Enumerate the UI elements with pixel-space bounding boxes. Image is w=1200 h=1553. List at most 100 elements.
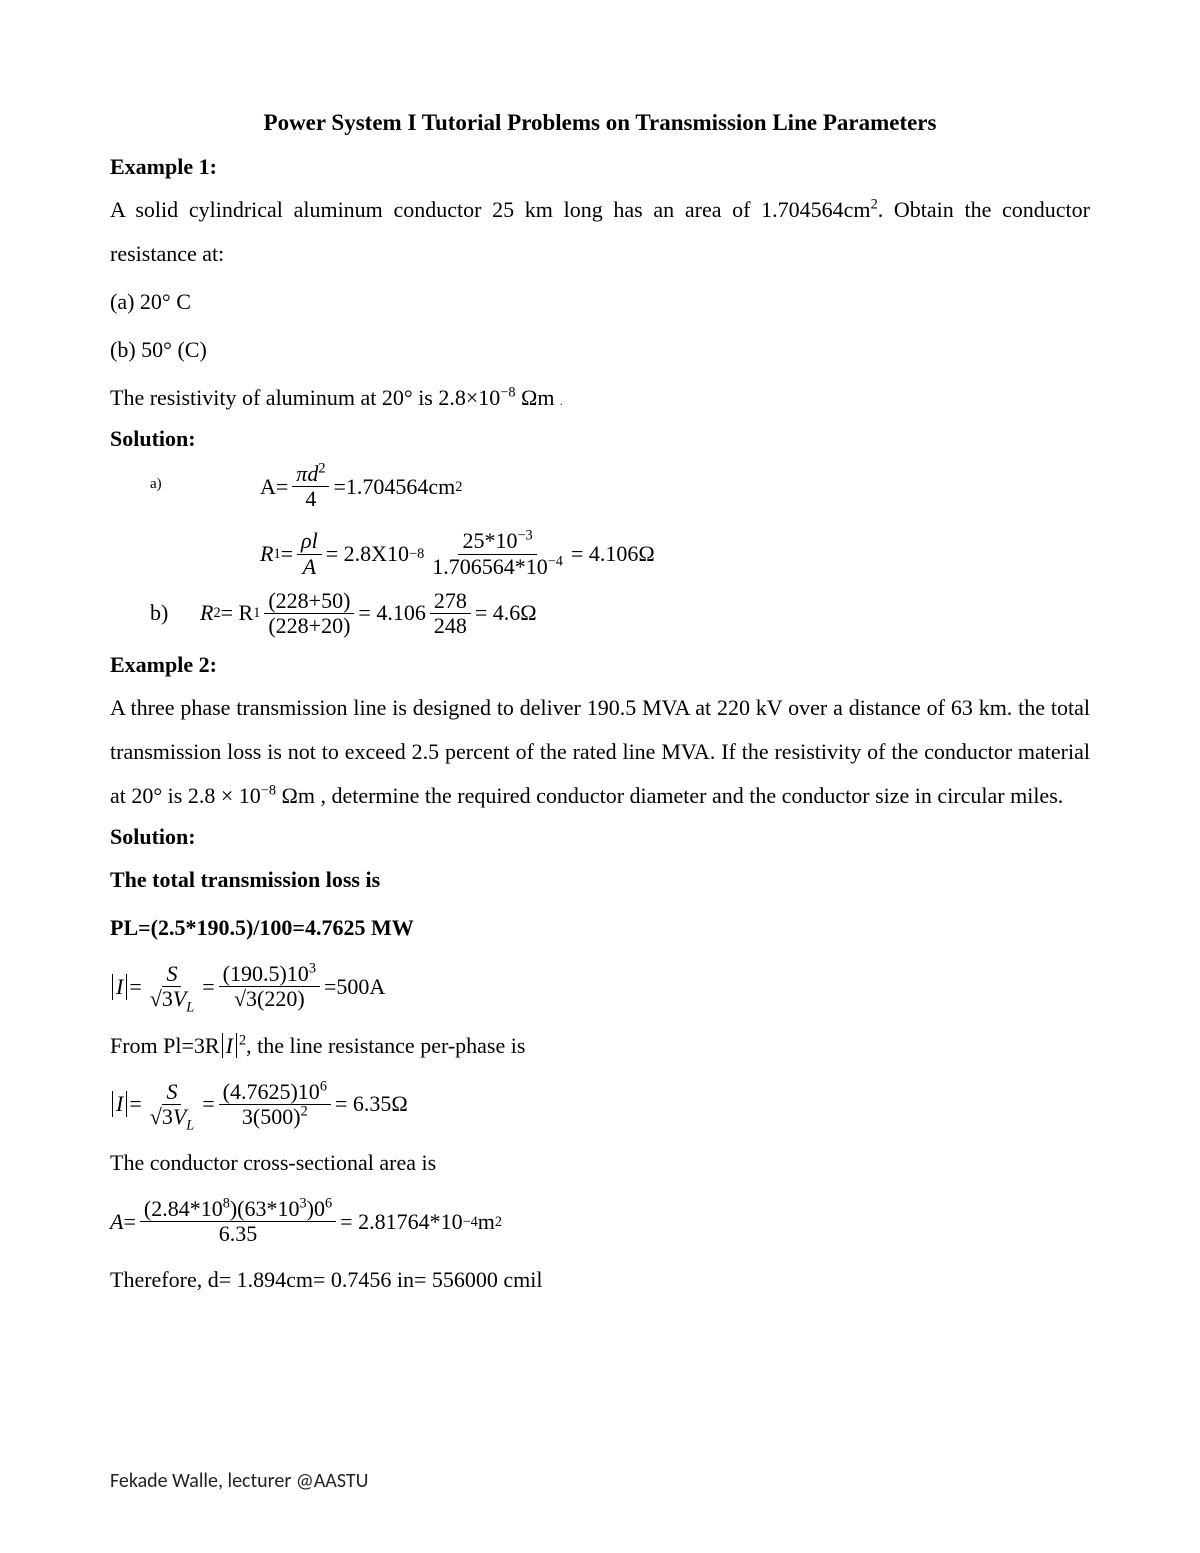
example-1-heading: Example 1: xyxy=(110,154,1090,180)
ex1-res-pre: The resistivity of aluminum at 20° is 2.… xyxy=(110,385,500,410)
ex2-R-f2-num-sup: 6 xyxy=(320,1078,327,1094)
ex2-A-num-a: (2.84*10 xyxy=(144,1196,223,1221)
ex1-eq-a-rhs: =1.704564cm xyxy=(333,474,455,500)
ex2-eq-current: I = S √3VL = (190.5)103 √3(220) =500A xyxy=(110,962,1090,1011)
ex2-I-eq: = xyxy=(129,974,141,1000)
ex1-r1-eq: = xyxy=(281,541,293,567)
ex2-R-f1-den-sub: L xyxy=(186,1117,194,1133)
ex1-r1-f2-den-sup: −4 xyxy=(548,553,563,569)
ex1-r1-f1-den: A xyxy=(299,555,320,579)
ex2-R-f2-den: 3(500) xyxy=(242,1104,301,1129)
page-footer: Fekade Walle, lecturer @AASTU xyxy=(110,1469,369,1493)
ex1-r1-f2-den: 1.706564*10 xyxy=(432,554,548,579)
ex2-R-f1-num: S xyxy=(162,1080,181,1105)
ex2-solution-heading: Solution: xyxy=(110,824,1090,850)
ex2-R-result: = 6.35Ω xyxy=(335,1091,408,1117)
ex2-R-eq: = xyxy=(129,1091,141,1117)
ex2-cross-section: The conductor cross-sectional area is xyxy=(110,1141,1090,1185)
ex2-loss-heading: The total transmission loss is xyxy=(110,858,1090,902)
ex2-A-eq: = xyxy=(123,1209,135,1235)
ex1-r1-frac2: 25*10−3 1.706564*10−4 xyxy=(428,529,567,578)
ex1-eq-b-label: b) xyxy=(150,600,200,626)
ex1-eq-a-label: a) xyxy=(150,462,200,493)
ex2-R-abs: I xyxy=(112,1091,127,1117)
ex2-R-f1-den-var: V xyxy=(173,1104,186,1129)
ex2-A-unit: m xyxy=(478,1209,495,1235)
ex2-R-mid: = xyxy=(202,1091,214,1117)
ex2-I-result: =500A xyxy=(324,974,385,1000)
ex2-p1-exp: −8 xyxy=(261,783,276,799)
ex2-I-mid: = xyxy=(202,974,214,1000)
ex2-eq-resistance: I = S √3VL = (4.7625)106 3(500)2 = 6.35Ω xyxy=(110,1080,1090,1129)
ex2-A-num-b: )(63*10 xyxy=(230,1196,300,1221)
ex1-option-a: (a) 20° C xyxy=(110,280,1090,324)
ex1-para-1: A solid cylindrical aluminum conductor 2… xyxy=(110,188,1090,276)
ex1-r1-f1-num: ρl xyxy=(297,529,322,554)
ex1-eq-a-num: πd xyxy=(296,461,318,486)
ex1-eq-area: a) A= πd2 4 =1.704564cm 2 xyxy=(150,462,1090,511)
doc-title: Power System I Tutorial Problems on Tran… xyxy=(110,110,1090,136)
ex2-R-f1-den-pre: √3 xyxy=(150,1104,173,1129)
ex1-r2-frac2: 278 248 xyxy=(430,589,471,638)
ex2-A-frac1: (2.84*108)(63*103)06 6.35 xyxy=(140,1197,336,1246)
ex1-r2-mid: = 4.106 xyxy=(358,600,425,626)
ex2-A-mid: = 2.81764*10 xyxy=(340,1209,462,1235)
ex1-r2-frac1: (228+50) (228+20) xyxy=(264,589,354,638)
ex1-r2-eq: = R xyxy=(221,600,254,626)
ex1-r1-f2-num: 25*10 xyxy=(462,528,517,553)
ex2-A-num-a-sup: 8 xyxy=(223,1196,230,1212)
ex2-I-f2-num-sup: 3 xyxy=(309,961,316,977)
page: Power System I Tutorial Problems on Tran… xyxy=(0,0,1200,1553)
ex2-I-f1-den-var: V xyxy=(173,986,186,1011)
ex2-I-f1-den-sub: L xyxy=(186,1000,194,1016)
ex2-I-frac2: (190.5)103 √3(220) xyxy=(219,962,320,1011)
ex1-r2-result: = 4.6Ω xyxy=(475,600,537,626)
ex1-equations: a) A= πd2 4 =1.704564cm 2 R1 = ρl A = 2.8… xyxy=(150,462,1090,638)
ex1-eq-a-den: 4 xyxy=(301,487,320,511)
ex2-I-f1-den-pre: √3 xyxy=(150,986,173,1011)
ex1-p1-text: A solid cylindrical aluminum conductor 2… xyxy=(110,197,871,222)
ex2-A-num-c-sup: 6 xyxy=(325,1196,332,1212)
ex1-eq-a-lhs: A= xyxy=(260,474,288,500)
ex2-frompl-pre: From Pl=3R xyxy=(110,1033,220,1058)
ex1-r1-result: = 4.106Ω xyxy=(571,541,655,567)
ex2-R-f2-den-sup: 2 xyxy=(301,1103,308,1119)
ex1-res-post: Ωm xyxy=(516,385,555,410)
ex2-I-f2-den: √3(220) xyxy=(230,987,309,1011)
ex2-p1b: Ωm , determine the required conductor di… xyxy=(276,783,1063,808)
ex2-R-frac2: (4.7625)106 3(500)2 xyxy=(219,1080,331,1129)
ex2-A-num-b-sup: 3 xyxy=(300,1196,307,1212)
ex1-eq-a-num-sup: 2 xyxy=(318,461,325,477)
ex1-eq-r1: R1 = ρl A = 2.8X10−8 25*10−3 1.706564*10… xyxy=(150,529,1090,578)
ex2-therefore: Therefore, d= 1.894cm= 0.7456 in= 556000… xyxy=(110,1258,1090,1302)
ex1-p1-sup: 2 xyxy=(871,197,878,213)
ex2-frompl-post: , the line resistance per-phase is xyxy=(246,1033,525,1058)
ex2-A-den: 6.35 xyxy=(215,1222,262,1246)
ex1-eq-r2: b) R2 = R1 (228+50) (228+20) = 4.106 278… xyxy=(150,589,1090,638)
ex1-r1-frac1: ρl A xyxy=(297,529,322,578)
ex1-r2-f1-den: (228+20) xyxy=(264,614,354,638)
ex1-r2-f2-num: 278 xyxy=(430,589,471,614)
ex2-A-num-c: )0 xyxy=(307,1196,325,1221)
ex1-r1-f2-num-sup: −3 xyxy=(517,528,532,544)
ex2-I-f1-num: S xyxy=(162,962,181,987)
ex1-r2-lhs: R xyxy=(200,600,213,626)
ex1-r1-lhs: R xyxy=(260,541,273,567)
ex1-eq-a-frac: πd2 4 xyxy=(292,462,329,511)
ex2-I-frac1: S √3VL xyxy=(146,962,198,1011)
ex1-option-b: (b) 50° (C) xyxy=(110,328,1090,372)
ex2-frompl-abs: I xyxy=(222,1033,237,1058)
ex2-I-abs: I xyxy=(112,974,127,1000)
ex2-R-f2-num: (4.7625)10 xyxy=(223,1079,320,1104)
ex1-res-exp: −8 xyxy=(500,385,515,401)
ex2-eq-area: A = (2.84*108)(63*103)06 6.35 = 2.81764*… xyxy=(110,1197,1090,1246)
example-2-heading: Example 2: xyxy=(110,652,1090,678)
ex1-solution-heading: Solution: xyxy=(110,426,1090,452)
ex2-from-pl: From Pl=3RI2, the line resistance per-ph… xyxy=(110,1024,1090,1068)
ex1-resistivity: The resistivity of aluminum at 20° is 2.… xyxy=(110,376,1090,420)
ex1-r1-mid: = 2.8X10 xyxy=(326,541,409,567)
ex1-r2-f1-num: (228+50) xyxy=(264,589,354,614)
ex2-para-1: A three phase transmission line is desig… xyxy=(110,686,1090,818)
ex2-I-f2-num: (190.5)10 xyxy=(223,961,309,986)
ex2-R-frac1: S √3VL xyxy=(146,1080,198,1129)
